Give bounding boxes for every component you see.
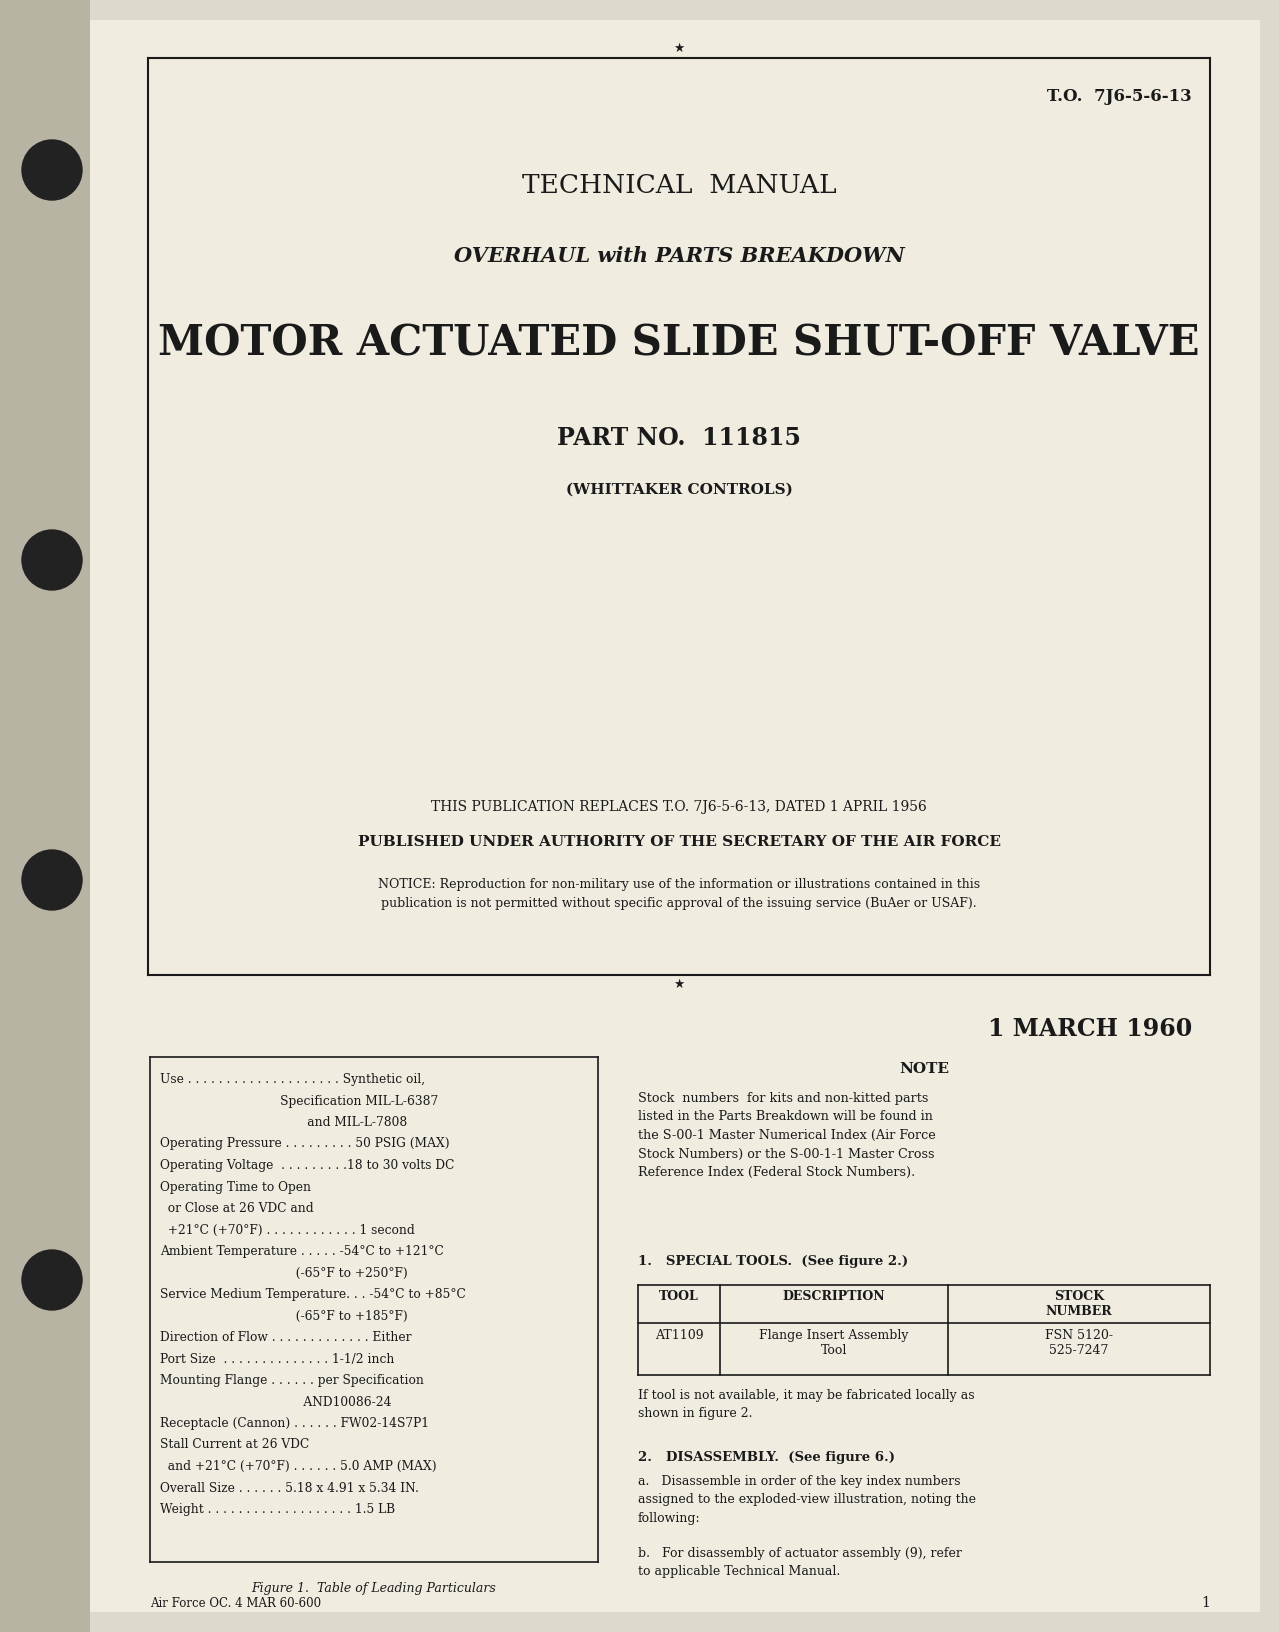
Text: Ambient Temperature . . . . . -54°C to +121°C: Ambient Temperature . . . . . -54°C to +… bbox=[160, 1245, 444, 1258]
Text: STOCK
NUMBER: STOCK NUMBER bbox=[1046, 1289, 1113, 1319]
Text: Operating Time to Open: Operating Time to Open bbox=[160, 1180, 311, 1193]
Text: Air Force OC. 4 MAR 60-600: Air Force OC. 4 MAR 60-600 bbox=[150, 1598, 321, 1611]
Text: or Close at 26 VDC and: or Close at 26 VDC and bbox=[160, 1203, 313, 1214]
Circle shape bbox=[22, 530, 82, 591]
Text: Service Medium Temperature. . . -54°C to +85°C: Service Medium Temperature. . . -54°C to… bbox=[160, 1288, 466, 1301]
Text: Use . . . . . . . . . . . . . . . . . . . . Synthetic oil,: Use . . . . . . . . . . . . . . . . . . … bbox=[160, 1072, 425, 1085]
Text: Figure 1.  Table of Leading Particulars: Figure 1. Table of Leading Particulars bbox=[252, 1581, 496, 1594]
Text: TOOL: TOOL bbox=[659, 1289, 698, 1302]
Text: Receptacle (Cannon) . . . . . . FW02-14S7P1: Receptacle (Cannon) . . . . . . FW02-14S… bbox=[160, 1417, 428, 1430]
Text: Direction of Flow . . . . . . . . . . . . . Either: Direction of Flow . . . . . . . . . . . … bbox=[160, 1332, 412, 1345]
Text: AND10086-24: AND10086-24 bbox=[160, 1395, 391, 1408]
Text: NOTE: NOTE bbox=[899, 1062, 949, 1075]
Text: (WHITTAKER CONTROLS): (WHITTAKER CONTROLS) bbox=[565, 483, 793, 498]
Text: THIS PUBLICATION REPLACES T.O. 7J6-5-6-13, DATED 1 APRIL 1956: THIS PUBLICATION REPLACES T.O. 7J6-5-6-1… bbox=[431, 800, 927, 814]
Text: NOTICE: Reproduction for non-military use of the information or illustrations co: NOTICE: Reproduction for non-military us… bbox=[377, 878, 980, 911]
Text: If tool is not available, it may be fabricated locally as
shown in figure 2.: If tool is not available, it may be fabr… bbox=[638, 1389, 975, 1420]
Text: Stock  numbers  for kits and non-kitted parts
listed in the Parts Breakdown will: Stock numbers for kits and non-kitted pa… bbox=[638, 1092, 936, 1178]
Text: Specification MIL-L-6387: Specification MIL-L-6387 bbox=[160, 1095, 439, 1108]
Text: 1 MARCH 1960: 1 MARCH 1960 bbox=[987, 1017, 1192, 1041]
Text: ★: ★ bbox=[673, 42, 684, 55]
Text: (-65°F to +250°F): (-65°F to +250°F) bbox=[160, 1266, 408, 1279]
Text: 1: 1 bbox=[1201, 1596, 1210, 1611]
Text: OVERHAUL with PARTS BREAKDOWN: OVERHAUL with PARTS BREAKDOWN bbox=[454, 246, 904, 266]
Text: Operating Voltage  . . . . . . . . .18 to 30 volts DC: Operating Voltage . . . . . . . . .18 to… bbox=[160, 1159, 454, 1172]
Text: AT1109: AT1109 bbox=[655, 1328, 703, 1342]
Circle shape bbox=[22, 1250, 82, 1310]
Text: and +21°C (+70°F) . . . . . . 5.0 AMP (MAX): and +21°C (+70°F) . . . . . . 5.0 AMP (M… bbox=[160, 1461, 436, 1474]
Text: a.   Disassemble in order of the key index numbers
assigned to the exploded-view: a. Disassemble in order of the key index… bbox=[638, 1475, 976, 1524]
Text: Overall Size . . . . . . 5.18 x 4.91 x 5.34 IN.: Overall Size . . . . . . 5.18 x 4.91 x 5… bbox=[160, 1482, 420, 1495]
Text: +21°C (+70°F) . . . . . . . . . . . . 1 second: +21°C (+70°F) . . . . . . . . . . . . 1 … bbox=[160, 1224, 414, 1237]
Circle shape bbox=[22, 140, 82, 201]
Text: T.O.  7J6-5-6-13: T.O. 7J6-5-6-13 bbox=[1048, 88, 1192, 104]
Text: MOTOR ACTUATED SLIDE SHUT-OFF VALVE: MOTOR ACTUATED SLIDE SHUT-OFF VALVE bbox=[159, 323, 1200, 366]
Text: Operating Pressure . . . . . . . . . 50 PSIG (MAX): Operating Pressure . . . . . . . . . 50 … bbox=[160, 1138, 450, 1151]
Circle shape bbox=[22, 850, 82, 911]
Text: Flange Insert Assembly
Tool: Flange Insert Assembly Tool bbox=[760, 1328, 909, 1356]
Text: b.   For disassembly of actuator assembly (9), refer
to applicable Technical Man: b. For disassembly of actuator assembly … bbox=[638, 1547, 962, 1578]
Bar bbox=[0, 0, 90, 1632]
Text: Stall Current at 26 VDC: Stall Current at 26 VDC bbox=[160, 1438, 310, 1451]
Text: 1.   SPECIAL TOOLS.  (See figure 2.): 1. SPECIAL TOOLS. (See figure 2.) bbox=[638, 1255, 908, 1268]
Text: (-65°F to +185°F): (-65°F to +185°F) bbox=[160, 1309, 408, 1322]
Text: PUBLISHED UNDER AUTHORITY OF THE SECRETARY OF THE AIR FORCE: PUBLISHED UNDER AUTHORITY OF THE SECRETA… bbox=[358, 836, 1000, 849]
Text: FSN 5120-
525-7247: FSN 5120- 525-7247 bbox=[1045, 1328, 1113, 1356]
Text: 2.   DISASSEMBLY.  (See figure 6.): 2. DISASSEMBLY. (See figure 6.) bbox=[638, 1451, 895, 1464]
Text: and MIL-L-7808: and MIL-L-7808 bbox=[160, 1116, 407, 1129]
Text: PART NO.  111815: PART NO. 111815 bbox=[558, 426, 801, 450]
Text: Port Size  . . . . . . . . . . . . . . 1-1/2 inch: Port Size . . . . . . . . . . . . . . 1-… bbox=[160, 1353, 394, 1366]
Text: ★: ★ bbox=[673, 978, 684, 991]
Text: TECHNICAL  MANUAL: TECHNICAL MANUAL bbox=[522, 173, 836, 197]
Text: Mounting Flange . . . . . . per Specification: Mounting Flange . . . . . . per Specific… bbox=[160, 1374, 423, 1387]
Text: Weight . . . . . . . . . . . . . . . . . . . 1.5 LB: Weight . . . . . . . . . . . . . . . . .… bbox=[160, 1503, 395, 1516]
Text: DESCRIPTION: DESCRIPTION bbox=[783, 1289, 885, 1302]
